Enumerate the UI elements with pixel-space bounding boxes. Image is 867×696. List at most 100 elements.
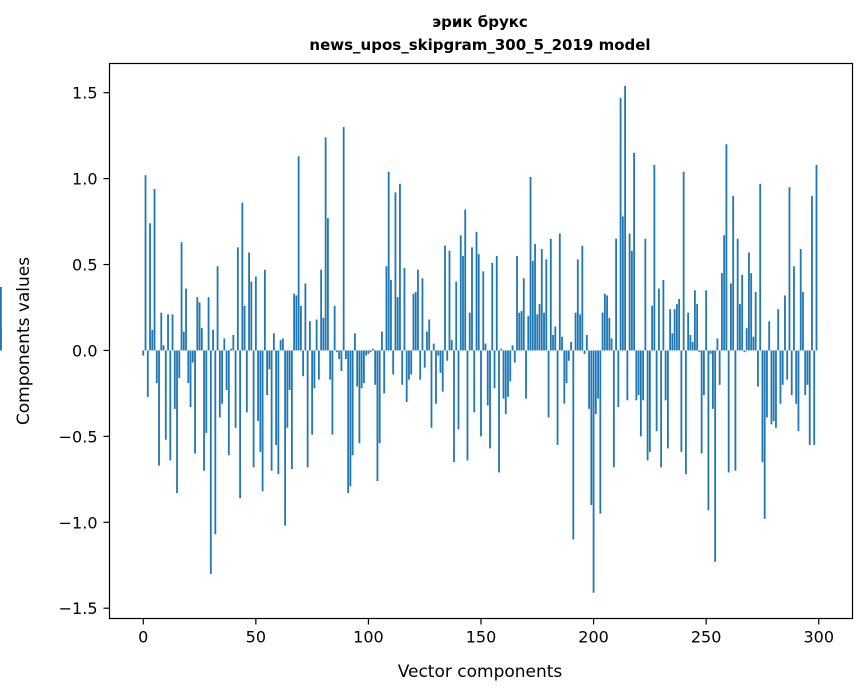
bar <box>545 259 548 351</box>
bar <box>473 350 476 413</box>
bar <box>180 242 183 351</box>
bar <box>612 350 615 468</box>
bar <box>675 304 678 351</box>
bar <box>660 350 663 468</box>
bar <box>509 350 512 382</box>
bar <box>705 290 708 351</box>
bar <box>716 338 719 351</box>
bar <box>410 350 413 375</box>
bar <box>714 350 717 562</box>
bar <box>423 350 426 368</box>
bar <box>286 350 289 428</box>
bars-group <box>0 85 818 593</box>
bar <box>723 235 726 351</box>
bar <box>198 302 201 351</box>
bar <box>189 350 192 408</box>
bar <box>383 350 386 394</box>
bar <box>378 350 381 444</box>
bar <box>752 336 755 351</box>
bar <box>372 348 374 351</box>
bar <box>615 238 617 351</box>
bar <box>311 350 314 435</box>
bar <box>475 231 478 351</box>
bar <box>259 350 262 452</box>
bar <box>360 350 363 389</box>
bar <box>549 238 552 351</box>
bar <box>594 350 597 415</box>
bar <box>243 305 246 351</box>
x-axis-label: Vector components <box>398 662 563 682</box>
bar <box>520 310 523 351</box>
bar <box>417 269 419 351</box>
bar <box>329 350 332 380</box>
bar <box>777 309 780 351</box>
bar <box>203 350 205 471</box>
bar <box>385 266 388 351</box>
bar <box>597 350 599 399</box>
bar <box>221 350 223 404</box>
bar <box>263 269 266 351</box>
bar <box>408 350 410 380</box>
bar <box>401 350 404 385</box>
bar <box>281 338 284 351</box>
bar <box>768 321 771 351</box>
bar <box>536 314 539 351</box>
bar <box>624 85 626 351</box>
bar <box>576 259 579 351</box>
bar <box>630 250 633 351</box>
bar <box>290 350 293 470</box>
bar <box>784 295 786 351</box>
bar <box>626 350 629 401</box>
bar <box>684 350 687 475</box>
bar <box>495 255 498 351</box>
bar <box>435 350 437 404</box>
y-axis-label: Components values <box>14 257 34 425</box>
bar <box>239 350 241 499</box>
bar <box>270 350 273 471</box>
bar <box>302 350 305 377</box>
y-tick-label: 1.5 <box>72 84 97 103</box>
bar <box>234 350 237 428</box>
bar <box>381 331 383 351</box>
bar <box>739 304 741 351</box>
bar <box>669 309 672 351</box>
bar <box>158 350 160 466</box>
bar <box>721 273 723 351</box>
bar <box>513 350 516 363</box>
y-axis: −1.5 −1.0 −0.5 0.0 0.5 1.0 1.5 <box>59 84 110 618</box>
bar <box>261 350 264 492</box>
bar <box>633 152 635 351</box>
bar <box>399 183 401 351</box>
bar <box>637 350 640 396</box>
bar <box>556 350 559 445</box>
bar <box>482 271 485 351</box>
bar <box>205 350 208 433</box>
bar <box>218 350 221 418</box>
bar <box>748 252 750 351</box>
bar <box>209 350 212 574</box>
bar <box>540 249 543 351</box>
bar <box>709 350 712 354</box>
bar <box>502 350 505 399</box>
bar <box>657 288 660 351</box>
bar <box>574 312 577 351</box>
bar <box>196 297 199 351</box>
bar <box>484 343 487 351</box>
bar <box>603 293 606 351</box>
bar <box>345 350 347 360</box>
bar <box>169 350 172 461</box>
bar <box>491 262 494 351</box>
bar <box>250 281 253 351</box>
bar <box>149 223 151 351</box>
bar <box>446 350 449 361</box>
bar <box>585 334 588 351</box>
bar <box>759 183 762 351</box>
bar <box>426 331 428 351</box>
bar <box>563 350 566 404</box>
bar <box>750 273 753 351</box>
bar <box>666 350 669 449</box>
x-tick-label: 300 <box>803 628 834 647</box>
bar <box>552 334 554 351</box>
bar <box>689 334 692 351</box>
